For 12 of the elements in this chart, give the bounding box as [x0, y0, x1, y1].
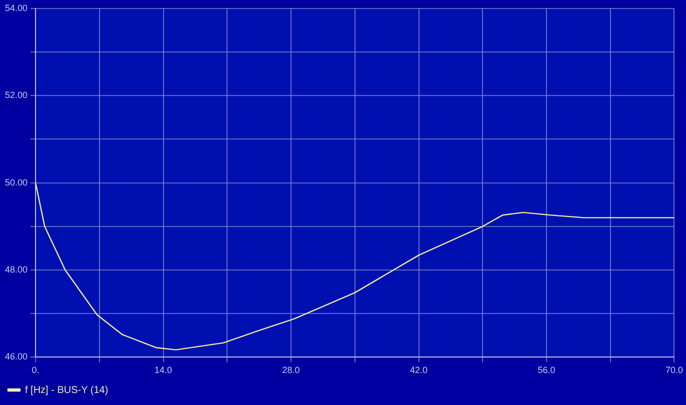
x-tick-label: 70.0 [665, 365, 684, 376]
legend-label: f [Hz] - BUS-Y (14) [25, 384, 108, 396]
y-tick-label: 48.00 [4, 264, 28, 274]
y-tick-label: 54.00 [4, 2, 28, 13]
x-tick-label: 42.0 [410, 365, 428, 376]
x-tick-label: 14.0 [154, 365, 172, 376]
x-tick-label: 28.0 [282, 365, 300, 376]
y-tick-label: 46.00 [4, 352, 28, 362]
y-tick-label: 50.00 [4, 177, 28, 188]
x-tick-label: 0. [32, 365, 40, 376]
y-tick-label: 52.00 [4, 90, 28, 100]
x-tick-label: 56.0 [538, 365, 556, 376]
